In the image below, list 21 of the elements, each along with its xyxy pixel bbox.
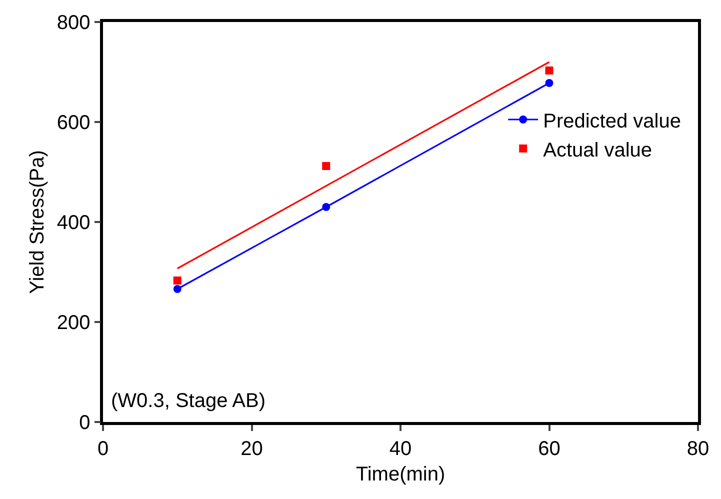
x-tick-label: 80 — [686, 438, 710, 460]
x-tick-label: 20 — [240, 438, 263, 460]
legend-label: Actual value — [543, 139, 652, 162]
point — [545, 66, 554, 74]
y-tick-label: 600 — [56, 112, 90, 134]
legend-label: Predicted value — [543, 110, 681, 132]
point — [173, 285, 182, 293]
x-axis-title: Time(min) — [356, 463, 446, 486]
y-tick-label: 0 — [79, 412, 90, 434]
x-tick-label: 40 — [389, 438, 412, 460]
point — [173, 276, 182, 284]
y-tick-label: 400 — [56, 212, 90, 234]
point — [545, 79, 554, 87]
y-tick-label: 800 — [56, 12, 90, 34]
x-tick-label: 0 — [97, 438, 109, 460]
y-axis-title: Yield Stress(Pa) — [26, 150, 48, 294]
point — [322, 162, 330, 170]
x-tick-label: 60 — [538, 438, 560, 460]
point — [322, 203, 330, 211]
y-tick-label: 200 — [56, 312, 90, 334]
annotation: (W0.3, Stage AB) — [111, 390, 266, 412]
